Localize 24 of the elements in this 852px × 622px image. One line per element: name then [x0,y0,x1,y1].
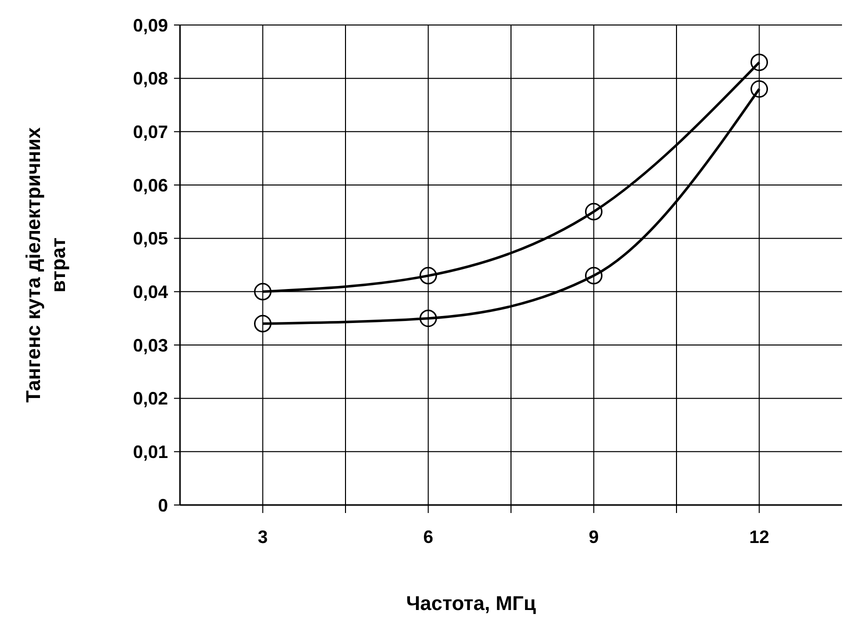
x-tick-label: 12 [749,527,770,547]
x-tick-label: 3 [258,527,268,547]
point [254,282,272,300]
y-tick-label: 0,05 [132,228,168,249]
point [420,266,437,284]
point [750,54,768,72]
y-tick-label: 0,06 [132,175,168,196]
y-tick-label: 0,01 [132,442,168,462]
point [420,310,437,328]
y-tick-label: 0 [158,495,168,516]
y-tick-label: 0,07 [132,122,168,142]
y-tick-label: 0,02 [132,388,168,409]
point [254,314,272,332]
y-axis-title: Тангенс кута діелектричних втрат [23,127,70,403]
x-tick-label: 9 [588,527,599,547]
y-tick-label: 0,08 [132,68,168,89]
x-tick-label: 6 [423,527,434,547]
y-tick-label: 0,09 [132,15,168,36]
x-axis-title: Частота, МГц [406,593,537,615]
y-tick-label: 0,03 [132,335,168,356]
point [585,266,602,284]
y-tick-label: 0,04 [132,282,168,302]
point [585,202,602,220]
point [750,80,768,98]
